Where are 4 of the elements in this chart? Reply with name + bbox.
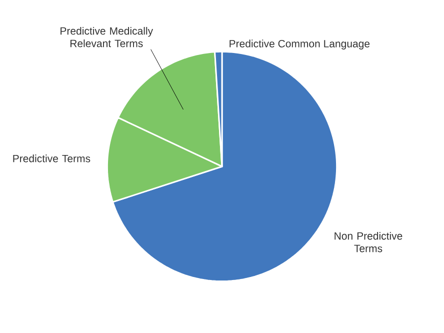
slice-label: Predictive Terms	[13, 154, 90, 162]
slice-label: Predictive Common Language	[230, 40, 370, 50]
slice-label: Predictive Medically Relevant Terms	[60, 26, 154, 48]
slice-label: Non Predictive Terms	[334, 232, 402, 252]
